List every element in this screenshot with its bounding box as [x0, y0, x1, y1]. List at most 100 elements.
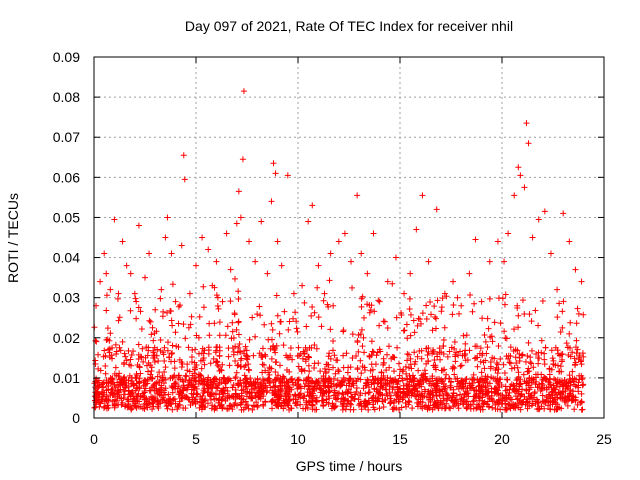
x-axis-label: GPS time / hours: [296, 458, 403, 474]
data-point-cloud: [232, 400, 239, 407]
data-point: [131, 290, 138, 297]
data-point-cloud: [275, 394, 282, 401]
data-point-cloud: [377, 348, 384, 355]
data-point-cloud: [197, 371, 204, 378]
data-point-cloud: [454, 294, 461, 301]
data-point-cloud: [104, 402, 111, 409]
data-point-cloud: [304, 346, 311, 353]
data-point-cloud: [329, 347, 336, 354]
data-point-cloud: [169, 397, 176, 404]
data-point-cloud: [217, 402, 224, 409]
data-point-cloud: [556, 300, 563, 307]
data-point-cloud: [133, 397, 140, 404]
data-point-cloud: [440, 392, 447, 399]
data-point-cloud: [159, 313, 166, 320]
data-point-cloud: [511, 385, 518, 392]
data-point-cloud: [563, 380, 570, 387]
data-point-cloud: [150, 395, 157, 402]
data-point-cloud: [340, 364, 347, 371]
data-point: [348, 258, 355, 265]
data-point-cloud: [125, 398, 132, 405]
data-point-cloud: [159, 374, 166, 381]
data-point-cloud: [283, 367, 290, 374]
data-point-cloud: [352, 391, 359, 398]
data-point-cloud: [446, 375, 453, 382]
data-point-cloud: [136, 385, 143, 392]
data-point-cloud: [366, 309, 373, 316]
data-point-cloud: [170, 373, 177, 380]
data-point-cloud: [474, 363, 481, 370]
data-point-cloud: [224, 323, 231, 330]
data-point-cloud: [215, 363, 222, 370]
data-point-cloud: [309, 395, 316, 402]
data-point-cloud: [130, 348, 137, 355]
data-point-cloud: [415, 315, 422, 322]
data-point-cloud: [525, 339, 532, 346]
data-point-cloud: [235, 288, 242, 295]
data-point: [152, 306, 159, 313]
data-point-cloud: [421, 367, 428, 374]
data-point-cloud: [92, 384, 99, 391]
data-point-cloud: [520, 371, 527, 378]
data-point: [270, 160, 277, 167]
data-point-cloud: [154, 373, 161, 380]
data-point-cloud: [355, 348, 362, 355]
data-point-cloud: [489, 354, 496, 361]
data-point-cloud: [323, 361, 330, 368]
data-point-cloud: [189, 346, 196, 353]
data-point-cloud: [250, 352, 257, 359]
data-point-cloud: [482, 338, 489, 345]
data-point-cloud: [447, 384, 454, 391]
data-point-cloud: [238, 363, 245, 370]
data-point-cloud: [224, 395, 231, 402]
data-point-cloud: [557, 328, 564, 335]
data-point-cloud: [444, 391, 451, 398]
data-point-cloud: [236, 394, 243, 401]
data-point-cloud: [418, 392, 425, 399]
data-point-cloud: [115, 382, 122, 389]
data-point-cloud: [267, 345, 274, 352]
data-point-cloud: [290, 395, 297, 402]
data-point-cloud: [136, 384, 143, 391]
data-point-cloud: [518, 391, 525, 398]
data-point-cloud: [335, 368, 342, 375]
data-point-cloud: [395, 360, 402, 367]
data-point: [172, 298, 179, 305]
data-point: [97, 278, 104, 285]
data-point-cloud: [354, 364, 361, 371]
data-point: [239, 156, 246, 163]
data-point-cloud: [281, 382, 288, 389]
data-point-cloud: [429, 375, 436, 382]
data-point-cloud: [188, 353, 195, 360]
data-point-cloud: [186, 368, 193, 375]
data-point-cloud: [160, 349, 167, 356]
data-point-cloud: [507, 394, 514, 401]
data-point-cloud: [402, 363, 409, 370]
data-point-cloud: [301, 393, 308, 400]
data-point-cloud: [164, 347, 171, 354]
data-point: [278, 262, 285, 269]
data-point: [290, 290, 297, 297]
data-point-cloud: [575, 379, 582, 386]
data-point-cloud: [448, 394, 455, 401]
data-point-cloud: [92, 389, 99, 396]
data-point-cloud: [367, 307, 374, 314]
data-point-cloud: [256, 350, 263, 357]
data-point-cloud: [133, 315, 140, 322]
data-point-cloud: [268, 398, 275, 405]
data-point-cloud: [443, 400, 450, 407]
data-point-cloud: [484, 344, 491, 351]
data-point-cloud: [380, 318, 387, 325]
data-point: [123, 262, 130, 269]
data-point-cloud: [507, 344, 514, 351]
data-point-cloud: [549, 355, 556, 362]
data-point: [572, 266, 579, 273]
data-point-cloud: [235, 331, 242, 338]
data-point-cloud: [476, 378, 483, 385]
data-point-cloud: [539, 298, 546, 305]
data-point-cloud: [439, 401, 446, 408]
data-point-cloud: [406, 305, 413, 312]
data-point-cloud: [154, 346, 161, 353]
data-point-cloud: [157, 387, 164, 394]
data-point-cloud: [345, 377, 352, 384]
